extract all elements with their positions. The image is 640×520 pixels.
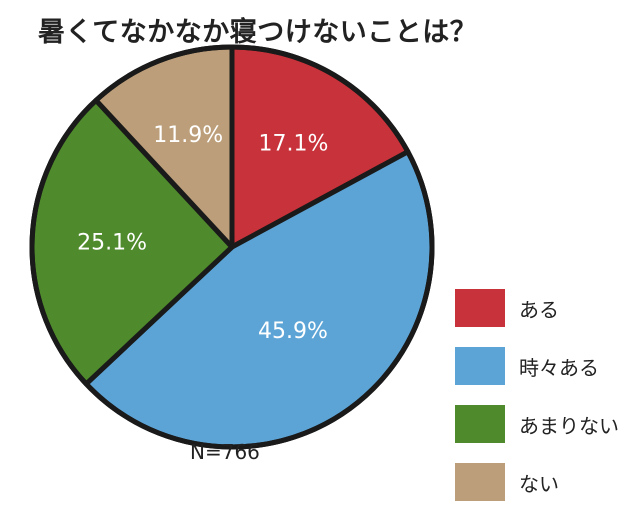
sample-size-label: N=766 bbox=[190, 440, 260, 464]
pie-outline bbox=[29, 44, 435, 450]
legend-swatch bbox=[455, 463, 505, 501]
legend-label: 時々ある bbox=[519, 355, 599, 380]
legend-label: ある bbox=[519, 297, 559, 322]
legend-swatch bbox=[455, 347, 505, 385]
legend-item: 時々ある bbox=[455, 346, 619, 386]
chart-legend: ある 時々ある あまりない ない bbox=[455, 288, 619, 520]
legend-swatch bbox=[455, 289, 505, 327]
legend-item: あまりない bbox=[455, 404, 619, 444]
legend-swatch bbox=[455, 405, 505, 443]
legend-item: ない bbox=[455, 462, 619, 502]
slice-value-label: 17.1% bbox=[258, 131, 328, 156]
legend-label: あまりない bbox=[519, 413, 619, 438]
legend-item: ある bbox=[455, 288, 619, 328]
legend-label: ない bbox=[519, 471, 559, 496]
pie-slices bbox=[29, 44, 435, 450]
pie-chart: 17.1% 45.9% 25.1% 11.9% bbox=[29, 44, 435, 450]
slice-value-label: 45.9% bbox=[258, 319, 328, 344]
slice-value-label: 11.9% bbox=[153, 123, 223, 148]
chart-title: 暑くてなかなか寝つけないことは？ bbox=[38, 17, 478, 48]
slice-value-label: 25.1% bbox=[77, 230, 147, 255]
pie-slice-labels: 17.1% 45.9% 25.1% 11.9% bbox=[77, 123, 328, 344]
